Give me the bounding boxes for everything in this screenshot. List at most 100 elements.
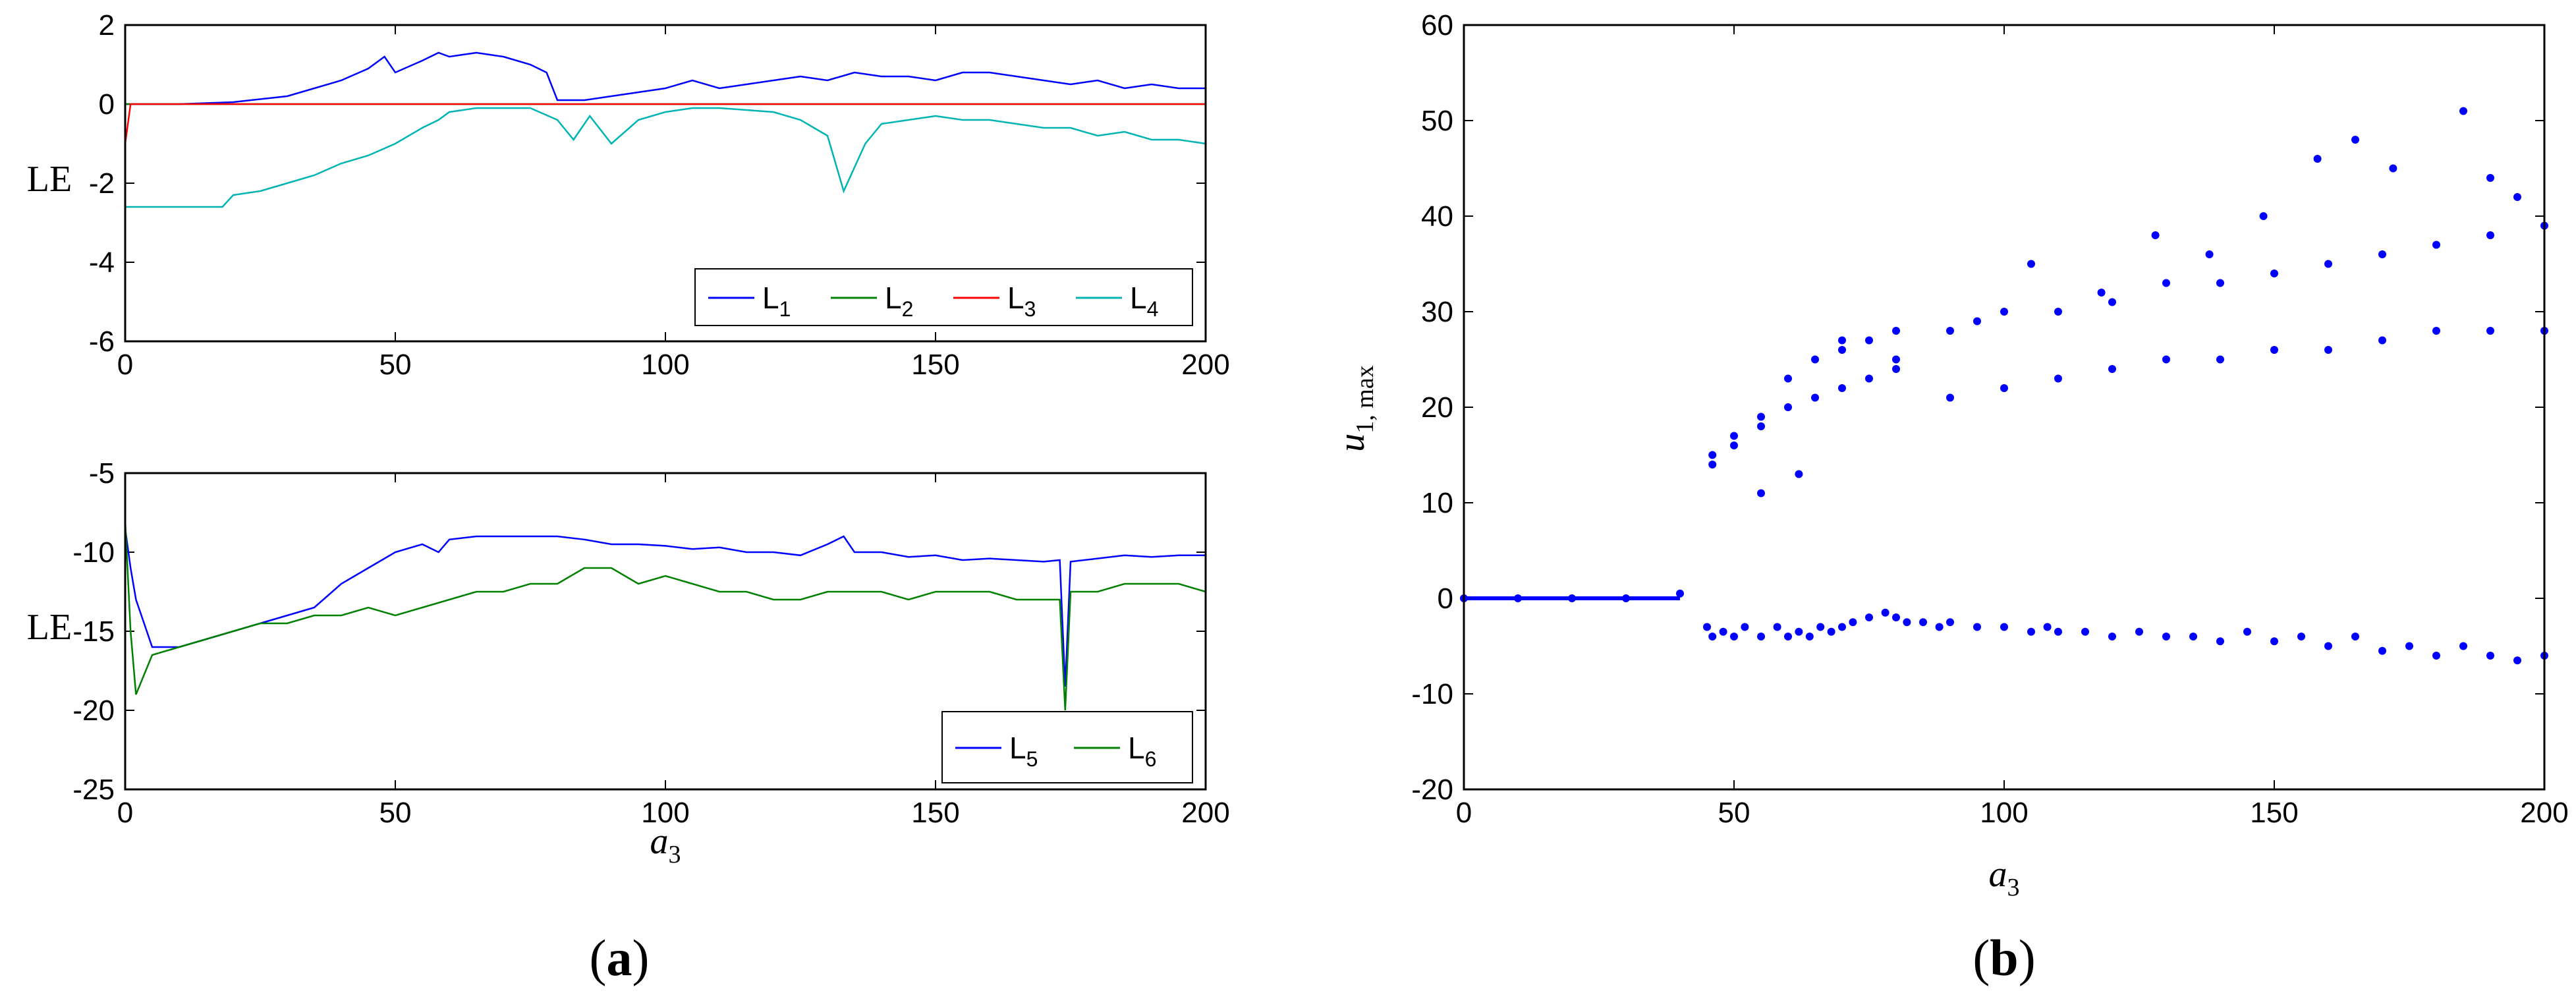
y-tick-label: 40	[1421, 200, 1453, 233]
x-tick-label: 100	[1980, 797, 2028, 829]
scatter-point	[2054, 627, 2062, 636]
scatter-point	[1946, 618, 1954, 627]
x-tick-label: 100	[641, 797, 689, 829]
scatter-point	[1919, 618, 1927, 627]
x-tick-label: 50	[1718, 797, 1750, 829]
scatter-point	[1838, 623, 1846, 631]
scatter-point	[1730, 441, 1738, 449]
x-tick-label: 0	[117, 349, 133, 381]
scatter-point	[2324, 260, 2332, 268]
scatter-point	[2054, 308, 2062, 316]
series-line-l5	[124, 528, 1206, 687]
scatter-point	[2432, 652, 2440, 660]
scatter-point	[1865, 374, 1873, 383]
scatter-point	[2378, 336, 2386, 345]
scatter-point	[1865, 336, 1873, 345]
scatter-point	[2324, 346, 2332, 354]
legend-label-l1: L1	[762, 281, 791, 321]
y-tick-label: -15	[72, 615, 115, 648]
scatter-point	[2270, 637, 2278, 646]
scatter-point	[1892, 355, 1900, 364]
scatter-point	[1881, 608, 1890, 617]
scatter-point	[1703, 623, 1711, 631]
scatter-point	[2486, 231, 2494, 239]
y-tick-label: 60	[1421, 9, 1453, 42]
panel-b-frame	[1463, 24, 2546, 791]
panel-a2-lyapunov-l5-l6: 0 50 100 150 200 -5 -10 -15 -20 -25 LE a3 L5 L6	[27, 457, 1230, 868]
scatter-point	[2259, 212, 2268, 220]
scatter-point	[1865, 613, 1873, 621]
y-tick-label: 20	[1421, 391, 1453, 424]
scatter-point	[2097, 289, 2106, 297]
scatter-point	[1795, 627, 1803, 636]
scatter-point	[2216, 355, 2224, 364]
panel-a1-frame	[124, 24, 1207, 343]
scatter-point	[2432, 327, 2440, 335]
scatter-point	[1973, 623, 1981, 631]
x-tick-label: 200	[1181, 349, 1229, 381]
scatter-point	[1892, 613, 1900, 621]
caption-a: (a)	[590, 929, 650, 986]
scatter-point	[1805, 633, 1814, 640]
scatter-point	[1892, 365, 1900, 373]
scatter-point	[1816, 623, 1825, 631]
scatter-point	[2486, 174, 2494, 182]
y-tick-label: -20	[1411, 774, 1453, 806]
scatter-point	[2081, 627, 2089, 636]
panel-a1-lyapunov-l1-l4: 0 50 100 150 200 2 0 -2 -4 -6 LE L1 L2 L3 L4	[27, 9, 1230, 381]
y-tick-label: -2	[89, 167, 115, 200]
scatter-point	[2108, 365, 2116, 373]
scatter-point	[2351, 633, 2359, 640]
scatter-point	[2216, 637, 2224, 646]
y-tick-label: -20	[72, 695, 115, 727]
x-tick-label: 200	[2520, 797, 2568, 829]
x-tick-label: 200	[1181, 797, 1229, 829]
scatter-point	[1838, 346, 1846, 354]
scatter-point	[1784, 374, 1792, 383]
scatter-point	[1676, 589, 1684, 598]
scatter-point	[2108, 298, 2116, 306]
scatter-point	[2000, 623, 2008, 631]
y-tick-label: 50	[1421, 105, 1453, 137]
scatter-point	[2313, 155, 2322, 163]
scatter-point	[2216, 279, 2224, 287]
panel-b-ylabel: u1, max	[1331, 365, 1379, 451]
scatter-point	[2027, 627, 2035, 636]
scatter-point	[2162, 355, 2170, 364]
scatter-point	[1892, 327, 1900, 335]
scatter-point	[2000, 384, 2008, 392]
y-tick-label: 0	[1438, 582, 1453, 615]
scatter-point	[2351, 136, 2359, 144]
scatter-point	[2405, 642, 2413, 650]
scatter-point	[2189, 633, 2197, 640]
y-tick-label: -6	[89, 326, 115, 358]
scatter-point	[2135, 627, 2143, 636]
y-tick-label: -10	[1411, 678, 1453, 710]
y-tick-label: -5	[89, 457, 115, 490]
scatter-point	[1903, 618, 1911, 627]
panel-a2-xlabel: a3	[650, 821, 681, 868]
panel-a1-ylabel: LE	[27, 159, 72, 200]
x-tick-label: 0	[117, 797, 133, 829]
scatter-point	[2054, 374, 2062, 383]
scatter-point	[2108, 633, 2116, 640]
scatter-point	[2297, 633, 2305, 640]
scatter-point	[1838, 336, 1846, 345]
scatter-point	[2378, 250, 2386, 258]
y-tick-label: 30	[1421, 296, 1453, 328]
series-line-l3	[124, 103, 1206, 144]
scatter-point	[1757, 422, 1765, 430]
scatter-point	[1946, 327, 1954, 335]
scatter-point	[1795, 470, 1803, 478]
scatter-point	[1708, 633, 1717, 640]
caption-b: (b)	[1973, 929, 2035, 986]
scatter-point	[1757, 633, 1765, 640]
legend-label-l3: L3	[1007, 281, 1036, 321]
scatter-point	[1719, 627, 1727, 636]
y-tick-label: 0	[99, 88, 115, 121]
scatter-point	[2270, 270, 2278, 277]
scatter-point	[1849, 618, 1857, 627]
panel-b-xlabel: a3	[1989, 854, 2020, 901]
x-tick-label: 150	[911, 797, 959, 829]
